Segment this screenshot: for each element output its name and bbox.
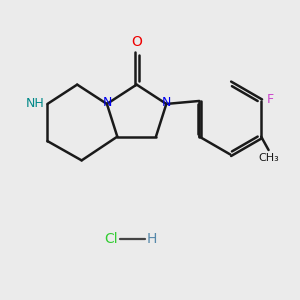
Text: O: O [131,35,142,50]
Text: N: N [162,96,171,109]
Text: H: H [146,232,157,246]
Text: NH: NH [26,98,44,110]
Text: F: F [267,93,274,106]
Text: CH₃: CH₃ [258,153,279,163]
Text: N: N [103,96,112,109]
Text: Cl: Cl [104,232,118,246]
